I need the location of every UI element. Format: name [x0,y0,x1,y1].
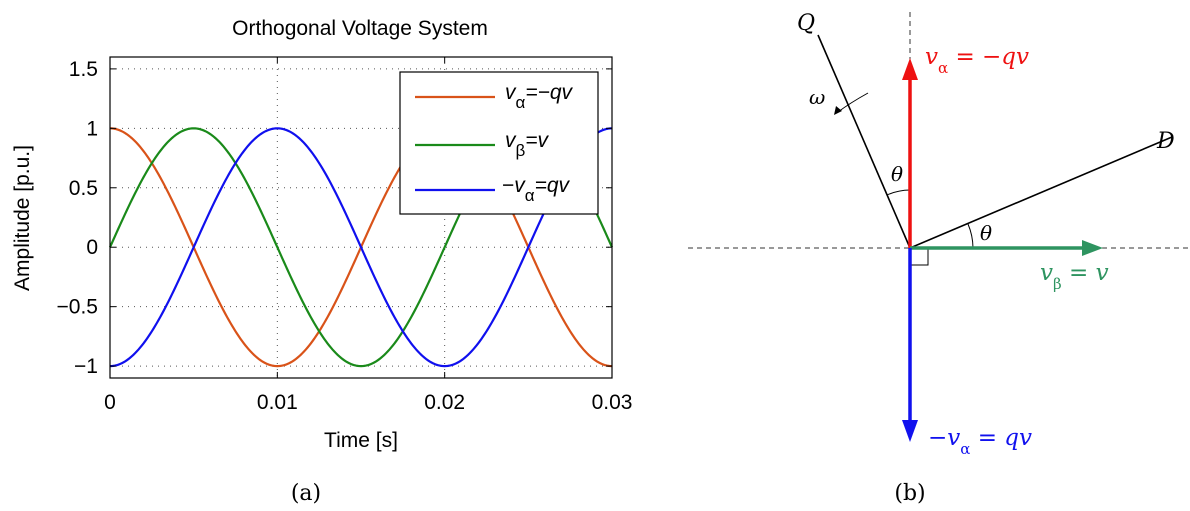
y-tick-label: 1 [86,117,98,140]
legend: vα=−qv vβ=v −vα=qv [399,71,599,215]
d-axis [909,136,1173,249]
caption-b: (b) [894,481,925,506]
y-tick-label: −1 [74,355,98,378]
theta-label-d: θ [980,221,992,245]
theta-arc-d [967,223,974,249]
y-tick-label: 0.5 [69,177,98,200]
legend-item: −vα=qv [415,174,571,205]
y-tick-label: 1.5 [69,58,98,81]
y-tick-label: −0.5 [57,296,98,319]
axis-ticks: −1 −0.5 0 0.5 1 1.5 0 0.01 0.02 0.03 [57,57,633,414]
x-tick-label: 0.01 [257,391,298,414]
series-line [109,127,613,368]
vector-v-alpha-head [902,58,918,80]
legend-item: vβ=v [415,129,550,160]
x-axis-label: Time [s] [324,429,398,452]
legend-label-neg-va: −vα=qv [502,174,571,205]
label-neg-v-alpha: −vα = qv [928,425,1032,458]
vector-neg-v-alpha-head [902,420,918,442]
plot-frame [109,56,613,379]
y-tick-label: 0 [86,236,98,259]
rotation-arc [837,92,869,113]
chart-panel: Orthogonal Voltage System −1 −0.5 0 0.5 1 1.5… [11,17,632,506]
legend-item: vα=−qv [415,81,574,112]
legend-label-va: vα=−qv [505,81,574,112]
label-v-alpha: vα = −qv [925,44,1029,77]
d-axis-label: D [1156,129,1175,154]
theta-arc-q [886,189,911,196]
theta-label-q: θ [891,162,903,186]
vector-v-beta-head [1082,240,1103,256]
x-tick-label: 0.03 [592,391,633,414]
legend-label-vb: vβ=v [505,129,550,160]
q-axis [817,34,911,249]
x-tick-label: 0 [104,391,116,414]
y-axis-label: Amplitude [p.u.] [11,145,34,291]
label-v-beta: vβ = v [1040,260,1109,293]
omega-label: ω [809,85,825,109]
phasor-diagram: Q D ω θ θ vα = −qv vβ = v −vα = qv (b) [688,11,1190,506]
x-tick-label: 0.02 [424,391,465,414]
rotation-arrowhead [834,106,842,115]
q-axis-label: Q [797,11,815,36]
right-angle-mark [910,248,929,266]
chart-title: Orthogonal Voltage System [232,17,488,40]
caption-a: (a) [291,481,321,506]
